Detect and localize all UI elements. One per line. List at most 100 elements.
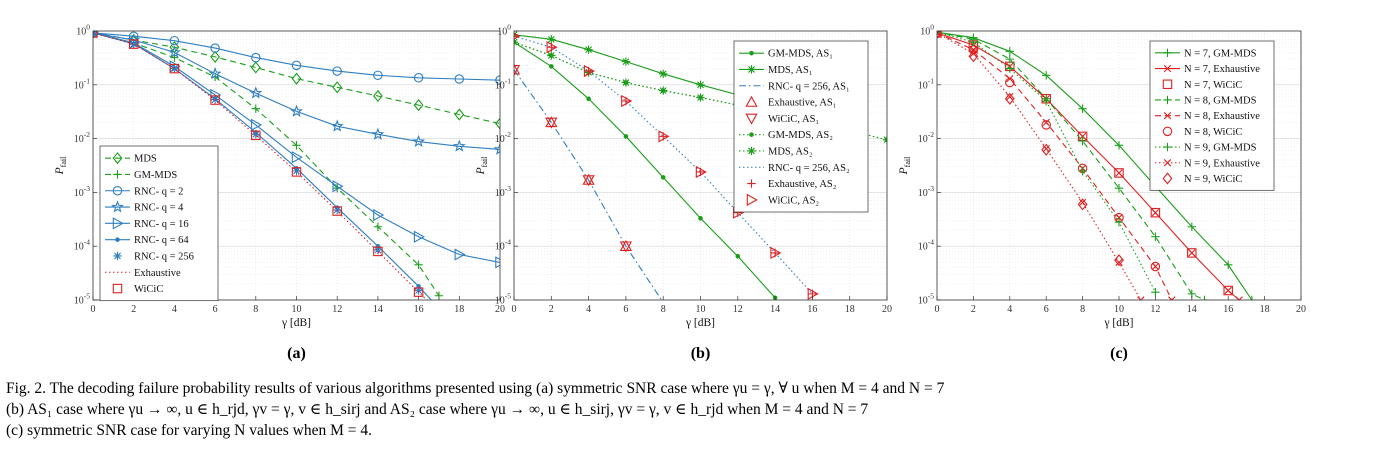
series-gm-mds-as-point xyxy=(698,216,703,221)
legend-item-mds: MDS xyxy=(105,152,157,165)
panel-label: (a) xyxy=(287,345,306,362)
x-tick-label: 2 xyxy=(549,304,554,315)
series-mds-point xyxy=(332,81,343,94)
grid xyxy=(513,31,888,301)
series-wicic-as-point xyxy=(658,130,670,143)
y-axis: 100 10-1 10-2 10-3 10-4 10-5 Pfail xyxy=(898,23,941,307)
legend-label: N = 9, Exhaustive xyxy=(1184,158,1260,169)
y-tick-label: 100 xyxy=(76,23,90,38)
series-n-7-gm-mds-point xyxy=(1114,141,1124,150)
legend-item-rnc-q-256-as: RNC- q = 256, AS₂ xyxy=(739,163,850,174)
series-group xyxy=(937,31,1257,300)
legend-label: RNC- q = 256, AS₂ xyxy=(768,163,850,174)
y-axis: 100 10-1 10-2 10-3 10-4 10-5 Pfail xyxy=(54,23,97,307)
legend-marker xyxy=(1162,79,1173,90)
legend-item-rnc-q-256: RNC- q = 256 xyxy=(113,251,194,262)
y-axis-label: Pfail xyxy=(898,156,912,175)
series-mds-point xyxy=(413,98,424,112)
y-tick-label: 10-5 xyxy=(74,292,90,307)
legend-label: N = 8, WiCiC xyxy=(1184,127,1242,138)
series-rnc-q-2-point xyxy=(413,73,424,83)
legend-label: MDS, AS₂ xyxy=(768,146,813,157)
series-rnc-q-256-point xyxy=(373,245,383,255)
series-rnc-q-16-point xyxy=(373,208,385,222)
legend-marker xyxy=(112,217,124,230)
legend-label: RNC- q = 256, AS₁ xyxy=(768,81,850,92)
series-n-8-gm-mds-point xyxy=(1151,232,1160,241)
y-tick-label: 10-3 xyxy=(918,184,934,199)
legend-label: N = 7, GM-MDS xyxy=(1184,48,1257,59)
x-tick-label: 8 xyxy=(661,304,666,315)
series-rnc-q-16-point xyxy=(291,151,303,164)
legend-label: GM-MDS, AS₂ xyxy=(768,130,833,141)
panel-label: (c) xyxy=(1110,345,1128,362)
legend-item-rnc-q-256-as: RNC- q = 256, AS₁ xyxy=(739,81,850,92)
y-tick-label: 100 xyxy=(920,23,934,38)
series-mds-point xyxy=(454,108,465,121)
series-gm-mds-point xyxy=(251,104,260,113)
series-wicic-as-point xyxy=(770,246,782,260)
legend-marker xyxy=(113,170,122,179)
legend-item-gm-mds-as: GM-MDS, AS₁ xyxy=(739,49,833,60)
series-rnc-q-256-point xyxy=(333,205,342,215)
legend-label: MDS, AS₁ xyxy=(768,65,813,76)
series-rnc-q-4-line xyxy=(93,32,500,150)
x-tick-label: 4 xyxy=(1007,304,1012,315)
series-n-9-wicic-point xyxy=(1004,92,1015,105)
legend-item-rnc-q-4: RNC- q = 4 xyxy=(105,200,184,214)
series-rnc-q-256-as-line xyxy=(514,69,663,300)
series-gm-mds-point xyxy=(292,141,301,150)
grid xyxy=(92,31,501,301)
series-n-9-wicic-point xyxy=(1114,254,1124,267)
legend-label: RNC- q = 2 xyxy=(134,186,183,197)
series-rnc-q-4-point xyxy=(208,67,222,80)
legend-marker xyxy=(112,283,123,294)
legend-marker xyxy=(1163,64,1172,73)
legend-item-wicic-as: WiCiC, AS₂ xyxy=(746,193,819,206)
legend-label: GM-MDS, AS₁ xyxy=(768,49,833,60)
x-tick-label: 0 xyxy=(91,304,96,315)
series-mds-as-point xyxy=(696,80,705,89)
legend-label: N = 7, Exhaustive xyxy=(1184,64,1260,75)
x-axis-label: γ [dB] xyxy=(1103,317,1133,329)
series-n-9-wicic-point xyxy=(1041,143,1052,156)
series-n-7-gm-mds-line xyxy=(937,31,1253,300)
x-axis: 0 2 4 6 8 10 12 14 16 18 20 γ [dB] xyxy=(935,296,1306,329)
caption-line-3: (c) symmetric SNR case for varying N val… xyxy=(6,422,373,439)
series-mds-as-point xyxy=(659,86,668,95)
series-n-8-gm-mds-point xyxy=(1200,295,1209,300)
legend-marker xyxy=(1163,142,1172,152)
series-n-8-gm-mds-line xyxy=(937,31,1205,300)
series-rnc-q-4-point xyxy=(452,139,466,152)
series-gm-mds-as-point xyxy=(549,64,554,69)
y-tick-label: 10-4 xyxy=(495,238,511,253)
series-rnc-q-256-point xyxy=(251,130,260,139)
legend-item-n-9-wicic: N = 9, WiCiC xyxy=(1162,172,1242,185)
series-wicic-point xyxy=(251,130,261,141)
series-n-9-gm-mds-point xyxy=(1114,217,1124,227)
x-tick-label: 14 xyxy=(770,304,780,315)
x-tick-label: 16 xyxy=(414,304,424,315)
y-tick-label: 10-5 xyxy=(918,292,934,307)
series-rnc-q-256-point xyxy=(170,64,179,73)
series-n-8-wicic-point xyxy=(1041,120,1051,130)
x-tick-label: 8 xyxy=(1080,304,1085,315)
legend-marker xyxy=(745,95,758,107)
y-tick-label: 10-3 xyxy=(74,184,90,199)
series-n-9-gm-mds-point xyxy=(1005,64,1014,73)
series-gm-mds-point xyxy=(373,222,383,231)
series-rnc-q-4-point xyxy=(290,104,303,117)
series-mds-point xyxy=(291,72,302,85)
series-wicic-as-point xyxy=(807,287,819,300)
series-mds-as-point xyxy=(547,51,556,60)
series-rnc-q-2-line xyxy=(93,32,500,81)
series-mds-point xyxy=(210,50,221,63)
legend-marker xyxy=(1163,159,1172,167)
legend-item-mds-as: MDS, AS₁ xyxy=(739,65,813,76)
legend-marker xyxy=(113,251,122,261)
series-n-9-wicic-point xyxy=(968,50,979,63)
y-tick-label: 10-3 xyxy=(495,184,511,199)
series-n-7-exhaustive-point xyxy=(1115,169,1123,177)
series-gm-mds-point xyxy=(414,260,423,270)
series-n-9-exhaustive-point xyxy=(1006,93,1014,101)
